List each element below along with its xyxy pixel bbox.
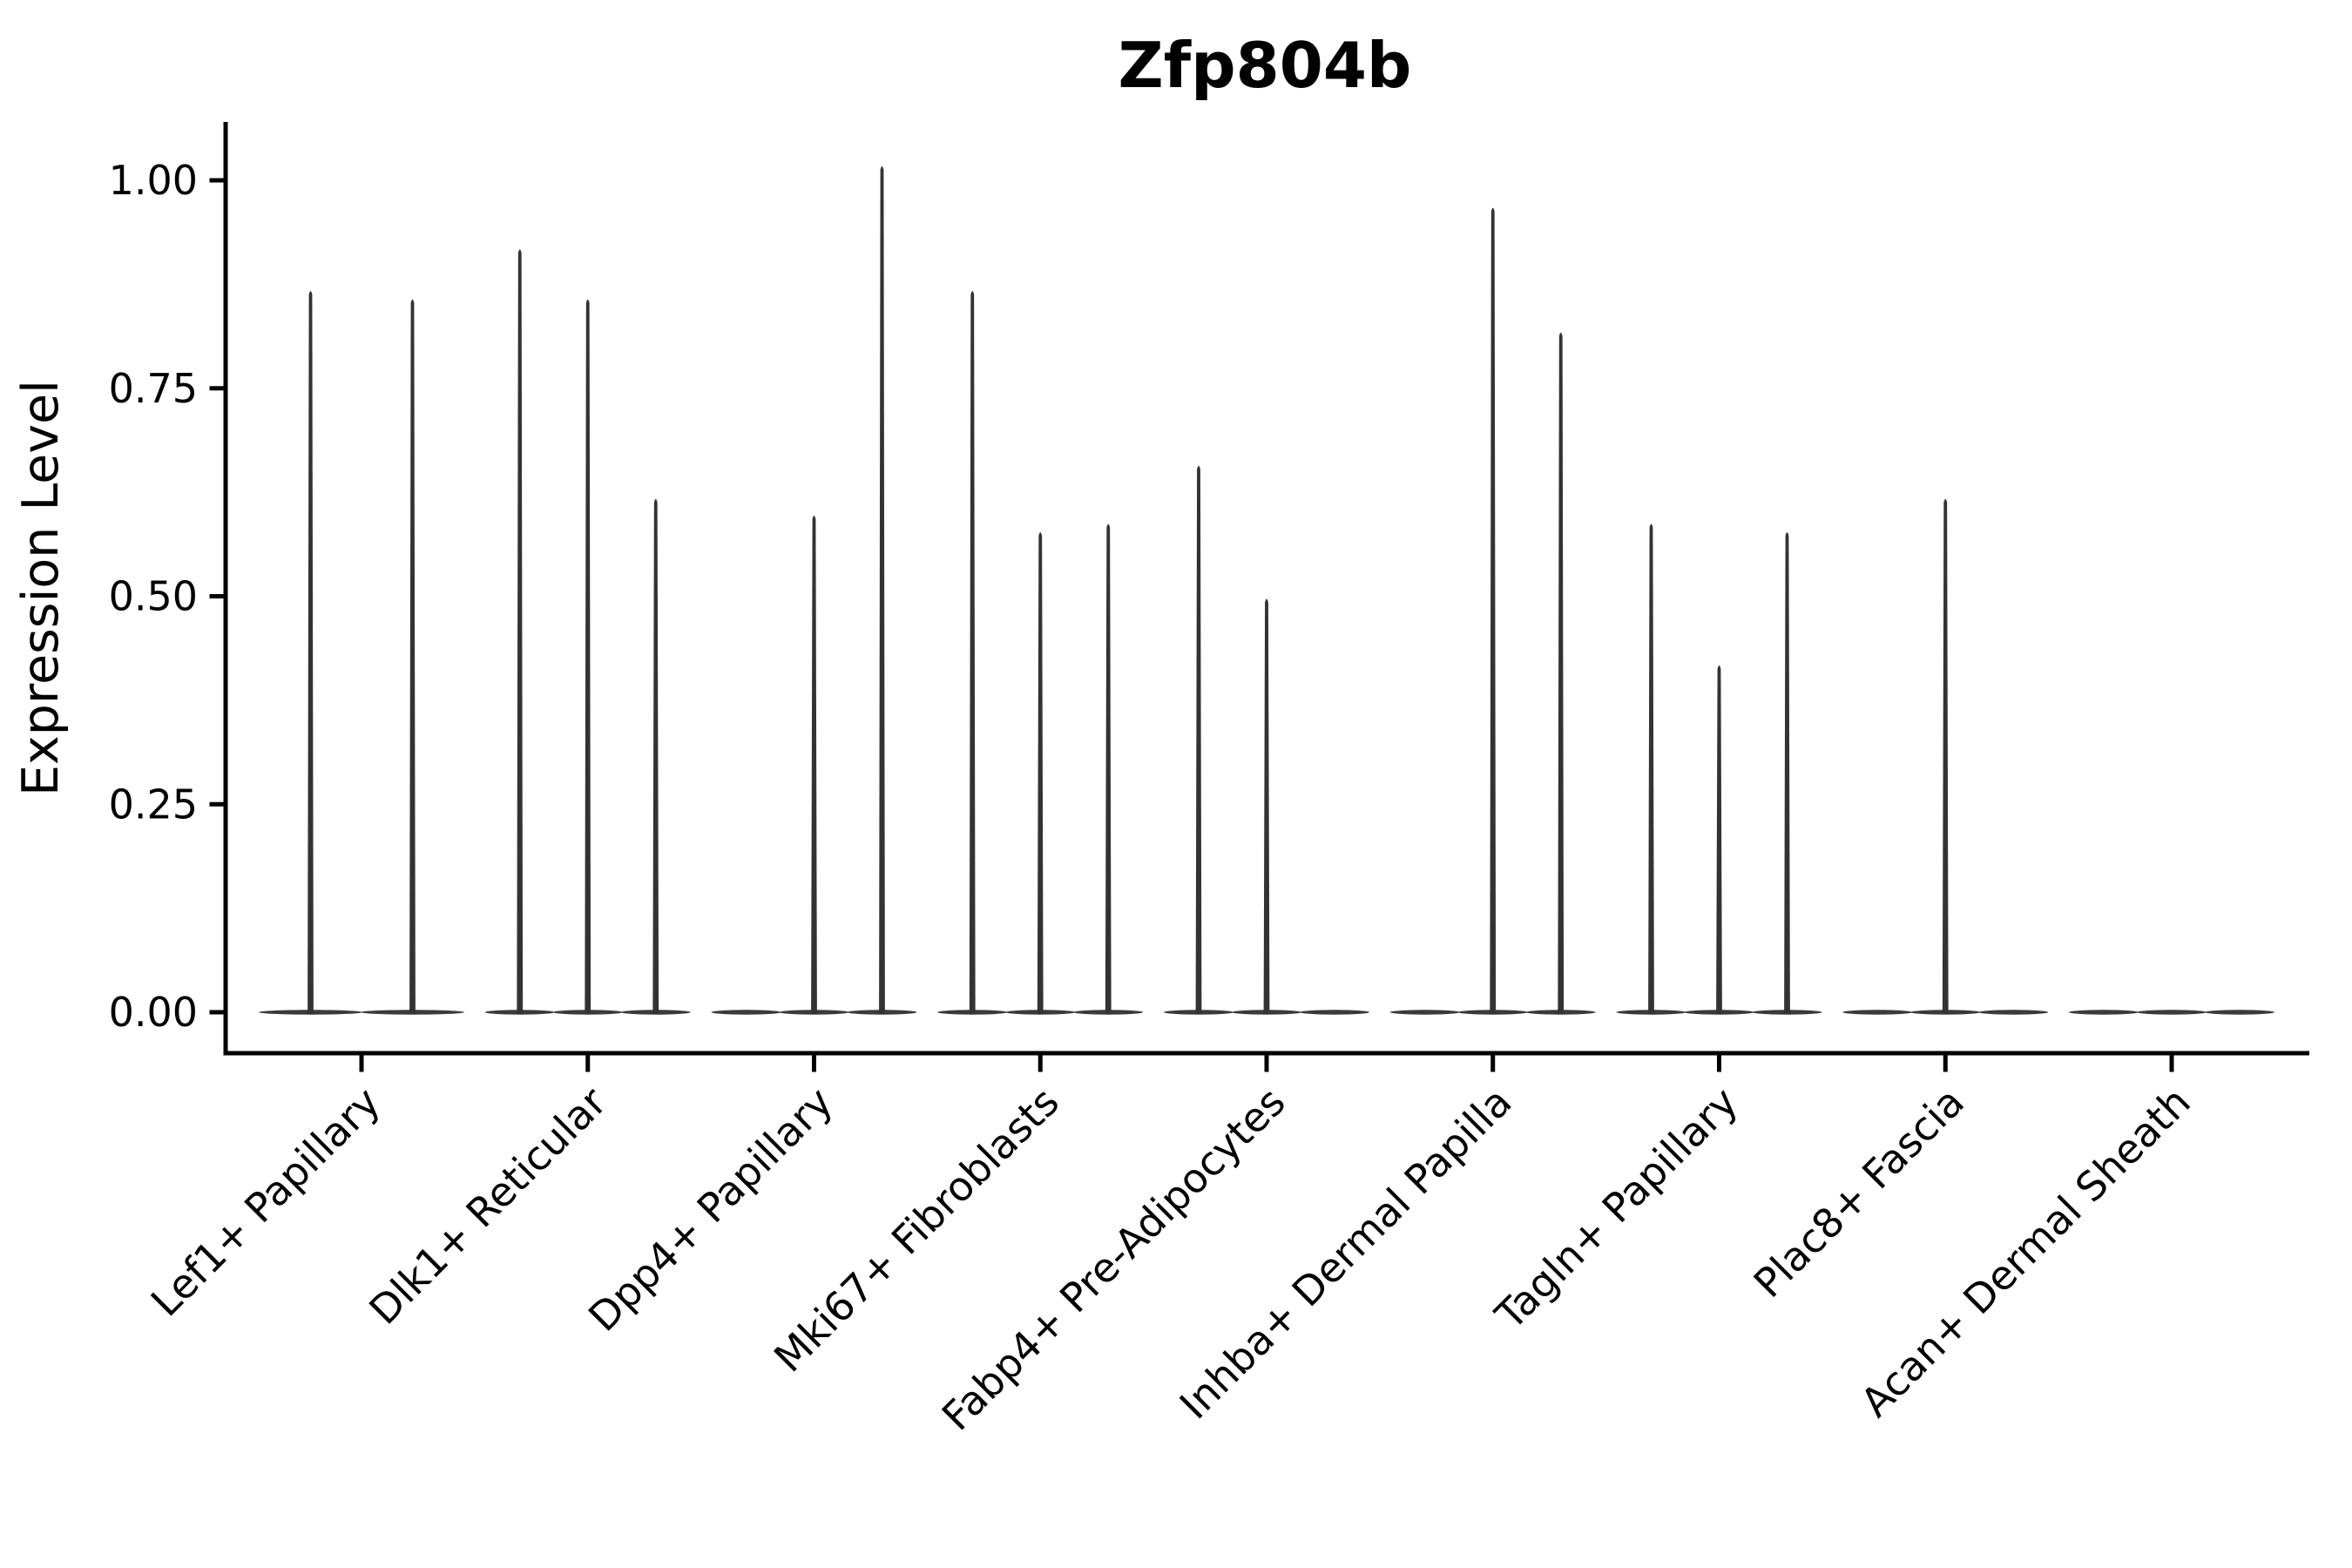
y-tick-label: 0.75 <box>109 365 198 412</box>
violin-spike <box>652 498 659 1014</box>
x-tick-label: Dlk1+ Reticular <box>360 1078 615 1334</box>
violin-spike <box>409 299 416 1014</box>
violin-spike <box>1648 524 1654 1014</box>
violin-body <box>1978 1010 2049 1015</box>
violin-spike <box>1716 665 1722 1014</box>
axes-layer: 0.00 0.25 0.50 0.75 1.00 Lef1+ PapillaryDlk1+… <box>109 122 2309 1440</box>
violin-spike <box>1037 532 1044 1014</box>
violin-spike <box>1558 332 1565 1014</box>
violin-body <box>1842 1010 1913 1015</box>
violin-body <box>2205 1010 2274 1015</box>
violin-spike <box>1263 598 1270 1014</box>
violin-spike <box>308 291 314 1014</box>
violin-spike <box>585 299 591 1014</box>
y-tick-label: 0.00 <box>109 989 198 1036</box>
plot-title: Zfp804b <box>1119 29 1412 102</box>
violin-spike <box>1490 207 1497 1014</box>
x-tick-label: Lef1+ Papillary <box>142 1078 389 1326</box>
y-tick-label: 0.50 <box>109 573 198 620</box>
y-tick-label: 0.25 <box>109 781 198 828</box>
violin-body <box>2137 1010 2207 1015</box>
violin-body <box>1389 1010 1460 1015</box>
violin-spike <box>1105 524 1112 1014</box>
violin-spike <box>1195 465 1202 1014</box>
y-tick-label: 1.00 <box>109 157 198 204</box>
violins-layer <box>259 166 2274 1015</box>
x-tick-label: Tagln+ Papillary <box>1486 1078 1747 1340</box>
violin-spike <box>1942 498 1949 1014</box>
violin-body <box>711 1010 781 1015</box>
violin-spike <box>879 166 885 1014</box>
x-tick-label: Dpp4+ Papillary <box>579 1078 841 1341</box>
violin-spike <box>811 516 817 1014</box>
violin-body <box>2069 1010 2139 1015</box>
violin-spike <box>1784 532 1790 1014</box>
violin-spike <box>517 249 524 1014</box>
violin-spike <box>969 291 976 1014</box>
violin-body <box>1300 1010 1369 1015</box>
y-axis-label: Expression Level <box>12 380 70 796</box>
x-tick-label: Plac8+ Fascia <box>1745 1078 1973 1307</box>
